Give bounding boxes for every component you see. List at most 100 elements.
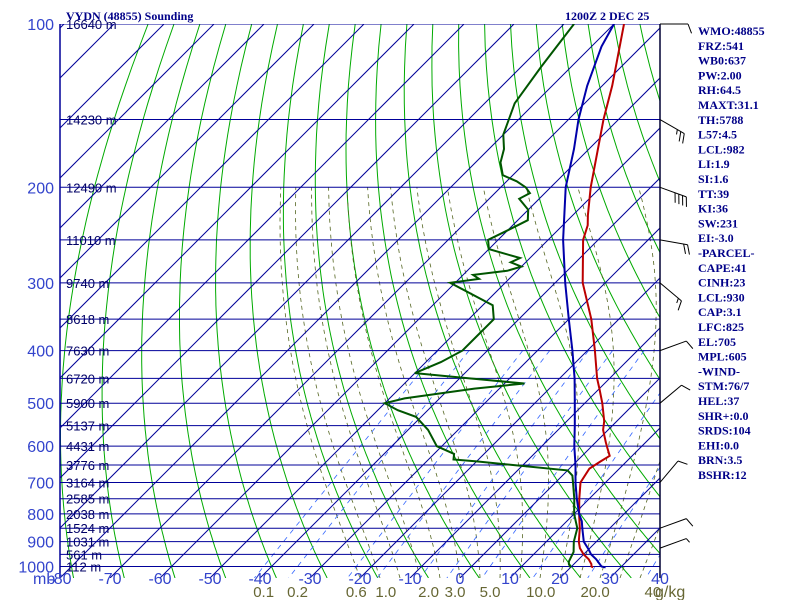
wind-barb-staff bbox=[659, 384, 682, 404]
index-text: LCL:982 bbox=[698, 142, 745, 156]
dry-adiabat bbox=[587, 24, 660, 254]
chart-timestamp: 1200Z 2 DEC 25 bbox=[565, 9, 649, 23]
temperature-tick-label: 20 bbox=[551, 571, 569, 588]
pressure-tick-label: 400 bbox=[27, 344, 54, 361]
index-text: WMO:48855 bbox=[698, 24, 765, 38]
moist-adiabat bbox=[599, 187, 657, 578]
wind-barb-flag bbox=[685, 518, 694, 527]
height-label: 3776 m bbox=[66, 458, 109, 473]
series-parcel bbox=[562, 24, 615, 569]
wind-barb-staff bbox=[659, 538, 687, 549]
index-text: EHI:0.0 bbox=[698, 438, 739, 452]
isotherm bbox=[209, 127, 660, 578]
pressure-tick-label: 900 bbox=[27, 535, 54, 552]
wind-barb-flag bbox=[676, 129, 678, 135]
index-text: CINH:23 bbox=[698, 276, 745, 290]
height-label: 4431 m bbox=[66, 439, 109, 454]
height-label: 112 m bbox=[66, 560, 101, 575]
mixing-ratio-label: 1.0 bbox=[375, 584, 396, 600]
dry-adiabat bbox=[141, 24, 201, 578]
pressure-tick-label: 600 bbox=[27, 439, 54, 456]
isotherm bbox=[60, 24, 265, 229]
grid-layer bbox=[0, 24, 800, 578]
isotherm bbox=[559, 477, 660, 578]
wind-barb-flag bbox=[687, 244, 690, 255]
index-text: MPL:605 bbox=[698, 350, 747, 364]
index-text: MAXT:31.1 bbox=[698, 98, 759, 112]
isotherm bbox=[760, 24, 800, 578]
height-label: 6720 m bbox=[66, 371, 109, 386]
wind-barb-flag bbox=[685, 538, 690, 543]
temperature-tick-label: -50 bbox=[198, 571, 221, 588]
height-label: 1524 m bbox=[66, 521, 109, 536]
index-text: BRN:3.5 bbox=[698, 453, 742, 467]
index-text: SW:231 bbox=[698, 216, 738, 230]
mixing-ratio-line bbox=[288, 350, 470, 578]
index-text: LFC:825 bbox=[698, 320, 744, 334]
index-text: CAPE:41 bbox=[698, 261, 747, 275]
isotherm bbox=[60, 24, 415, 379]
isotherm bbox=[60, 24, 465, 429]
moist-adiabat bbox=[447, 187, 524, 578]
index-text: HEL:37 bbox=[698, 394, 739, 408]
dry-adiabat bbox=[249, 24, 328, 578]
wind-barb-flag bbox=[682, 133, 685, 144]
dry-adiabat bbox=[484, 24, 660, 498]
dry-adiabat bbox=[314, 24, 429, 578]
moist-adiabat bbox=[367, 187, 461, 578]
pressure-tick-label: 1000 bbox=[18, 560, 54, 577]
wind-barb-staff bbox=[659, 460, 679, 483]
dry-adiabat bbox=[561, 24, 660, 319]
moist-adiabat bbox=[577, 187, 615, 578]
moist-adiabat bbox=[328, 187, 421, 578]
dry-adiabat bbox=[179, 24, 227, 578]
mixing-ratio-label: 20.0 bbox=[581, 584, 610, 600]
isotherm bbox=[60, 24, 515, 479]
isotherm bbox=[509, 427, 660, 578]
wind-barb-staff bbox=[659, 518, 687, 529]
dry-adiabat bbox=[458, 24, 660, 555]
moist-adiabat bbox=[279, 187, 361, 578]
wind-barb-flag bbox=[678, 131, 682, 142]
temperature-tick-label: -30 bbox=[298, 571, 321, 588]
mixing-ratio-line bbox=[347, 350, 524, 578]
dry-adiabat bbox=[510, 24, 660, 440]
mixing-ratio-unit-label: g/kg bbox=[655, 584, 685, 600]
mixing-ratio-line bbox=[376, 350, 551, 578]
index-text: PW:2.00 bbox=[698, 68, 742, 82]
index-text: LCL:930 bbox=[698, 290, 745, 304]
temperature-tick-label: -60 bbox=[148, 571, 171, 588]
wind-barb-flag bbox=[676, 298, 679, 304]
series-temperature bbox=[577, 24, 625, 569]
index-text: RH:64.5 bbox=[698, 83, 741, 97]
isotherm bbox=[259, 177, 660, 578]
height-label: 16640 m bbox=[66, 17, 117, 32]
isotherm bbox=[60, 24, 215, 179]
wind-barb-layer bbox=[659, 23, 694, 578]
wind-barb-flag bbox=[681, 384, 691, 391]
index-text: SRDS:104 bbox=[698, 424, 751, 438]
chart-title: VYDN (48855) Sounding bbox=[66, 9, 193, 23]
height-label: 9740 m bbox=[66, 276, 109, 291]
pressure-tick-label: 800 bbox=[27, 507, 54, 524]
mixing-ratio-label: 0.2 bbox=[287, 584, 308, 600]
moist-adiabat bbox=[346, 187, 441, 578]
isotherm bbox=[60, 24, 165, 129]
dry-adiabat bbox=[375, 24, 531, 578]
moist-adiabat bbox=[295, 187, 381, 578]
mixing-ratio-label: 0.1 bbox=[253, 584, 274, 600]
dry-adiabat bbox=[769, 24, 800, 578]
wind-barb-flag bbox=[687, 23, 693, 34]
index-text: WB0:637 bbox=[698, 54, 746, 68]
isotherm bbox=[0, 24, 14, 578]
pressure-tick-label: 500 bbox=[27, 396, 54, 413]
mixing-ratio-line bbox=[587, 466, 660, 578]
height-label: 561 m bbox=[66, 547, 102, 562]
mixing-ratio-label: 0.6 bbox=[346, 584, 367, 600]
index-text: KI:36 bbox=[698, 202, 728, 216]
mixing-ratio-label: 40 bbox=[645, 584, 662, 600]
height-label: 1031 m bbox=[66, 535, 109, 550]
mixing-ratio-label: 5.0 bbox=[480, 584, 501, 600]
